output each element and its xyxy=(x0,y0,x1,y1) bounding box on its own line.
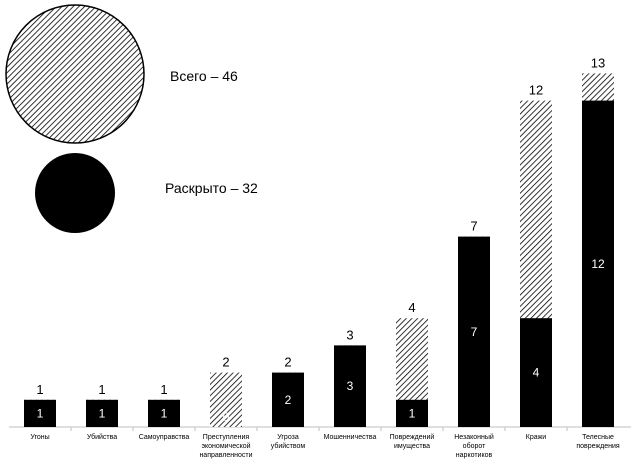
solved-value-label: 3 xyxy=(347,379,354,393)
solved-value-label: 2 xyxy=(285,393,292,407)
solved-value-label: 12 xyxy=(591,257,605,271)
total-value-label: 1 xyxy=(160,382,167,397)
solved-value-label: 7 xyxy=(471,325,478,339)
total-value-label: 13 xyxy=(591,55,605,70)
bar-solved xyxy=(396,399,428,427)
solved-value-label: 1 xyxy=(161,406,168,420)
bar-total xyxy=(210,372,242,427)
bar-solved xyxy=(148,399,180,427)
total-value-label: 4 xyxy=(408,300,415,315)
solved-value-label: 0 xyxy=(223,410,230,424)
category-label: Угоны xyxy=(30,434,49,441)
bar-solved xyxy=(582,100,614,427)
legend-total-marker xyxy=(5,4,145,144)
category-label: Кражи xyxy=(526,434,547,441)
bar-solved xyxy=(86,399,118,427)
category-label: Преступления экономической направленности xyxy=(199,434,252,459)
labels-group: 1 1 Угоны 1 1 Убийства 1 1 Самоуправства 2 0 Престу… xyxy=(30,55,620,459)
total-value-label: 2 xyxy=(284,355,291,370)
solved-value-label: 1 xyxy=(37,406,44,420)
solved-value-label: 4 xyxy=(533,366,540,380)
bar-solved xyxy=(272,372,304,427)
total-value-label: 12 xyxy=(529,83,543,98)
category-label: Мошенничества xyxy=(324,434,377,441)
category-label: Незаконный оборот наркотиков xyxy=(454,433,494,459)
total-value-label: 7 xyxy=(470,219,477,234)
category-label: Телесные повреждения xyxy=(576,434,620,450)
total-value-label: 1 xyxy=(36,382,43,397)
total-value-label: 1 xyxy=(98,382,105,397)
solved-value-label: 1 xyxy=(99,406,106,420)
bar-solved xyxy=(458,236,490,427)
bar-solved xyxy=(520,318,552,427)
bar-solved xyxy=(334,345,366,427)
category-label: Угроза убийством xyxy=(271,434,306,450)
solved-value-label: 1 xyxy=(409,406,416,420)
category-label: Самоуправства xyxy=(139,434,190,441)
bars-group xyxy=(24,73,614,428)
bar-solved xyxy=(24,399,56,427)
legend-solved-label: Раскрыто – 32 xyxy=(165,180,258,196)
total-value-label: 3 xyxy=(346,327,353,342)
total-value-label: 2 xyxy=(222,355,229,370)
category-label: Повреждений имущества xyxy=(390,433,435,450)
category-label: Убийства xyxy=(87,433,117,441)
legend-solved-marker xyxy=(35,153,115,233)
legend-total-label: Всего – 46 xyxy=(170,68,238,84)
